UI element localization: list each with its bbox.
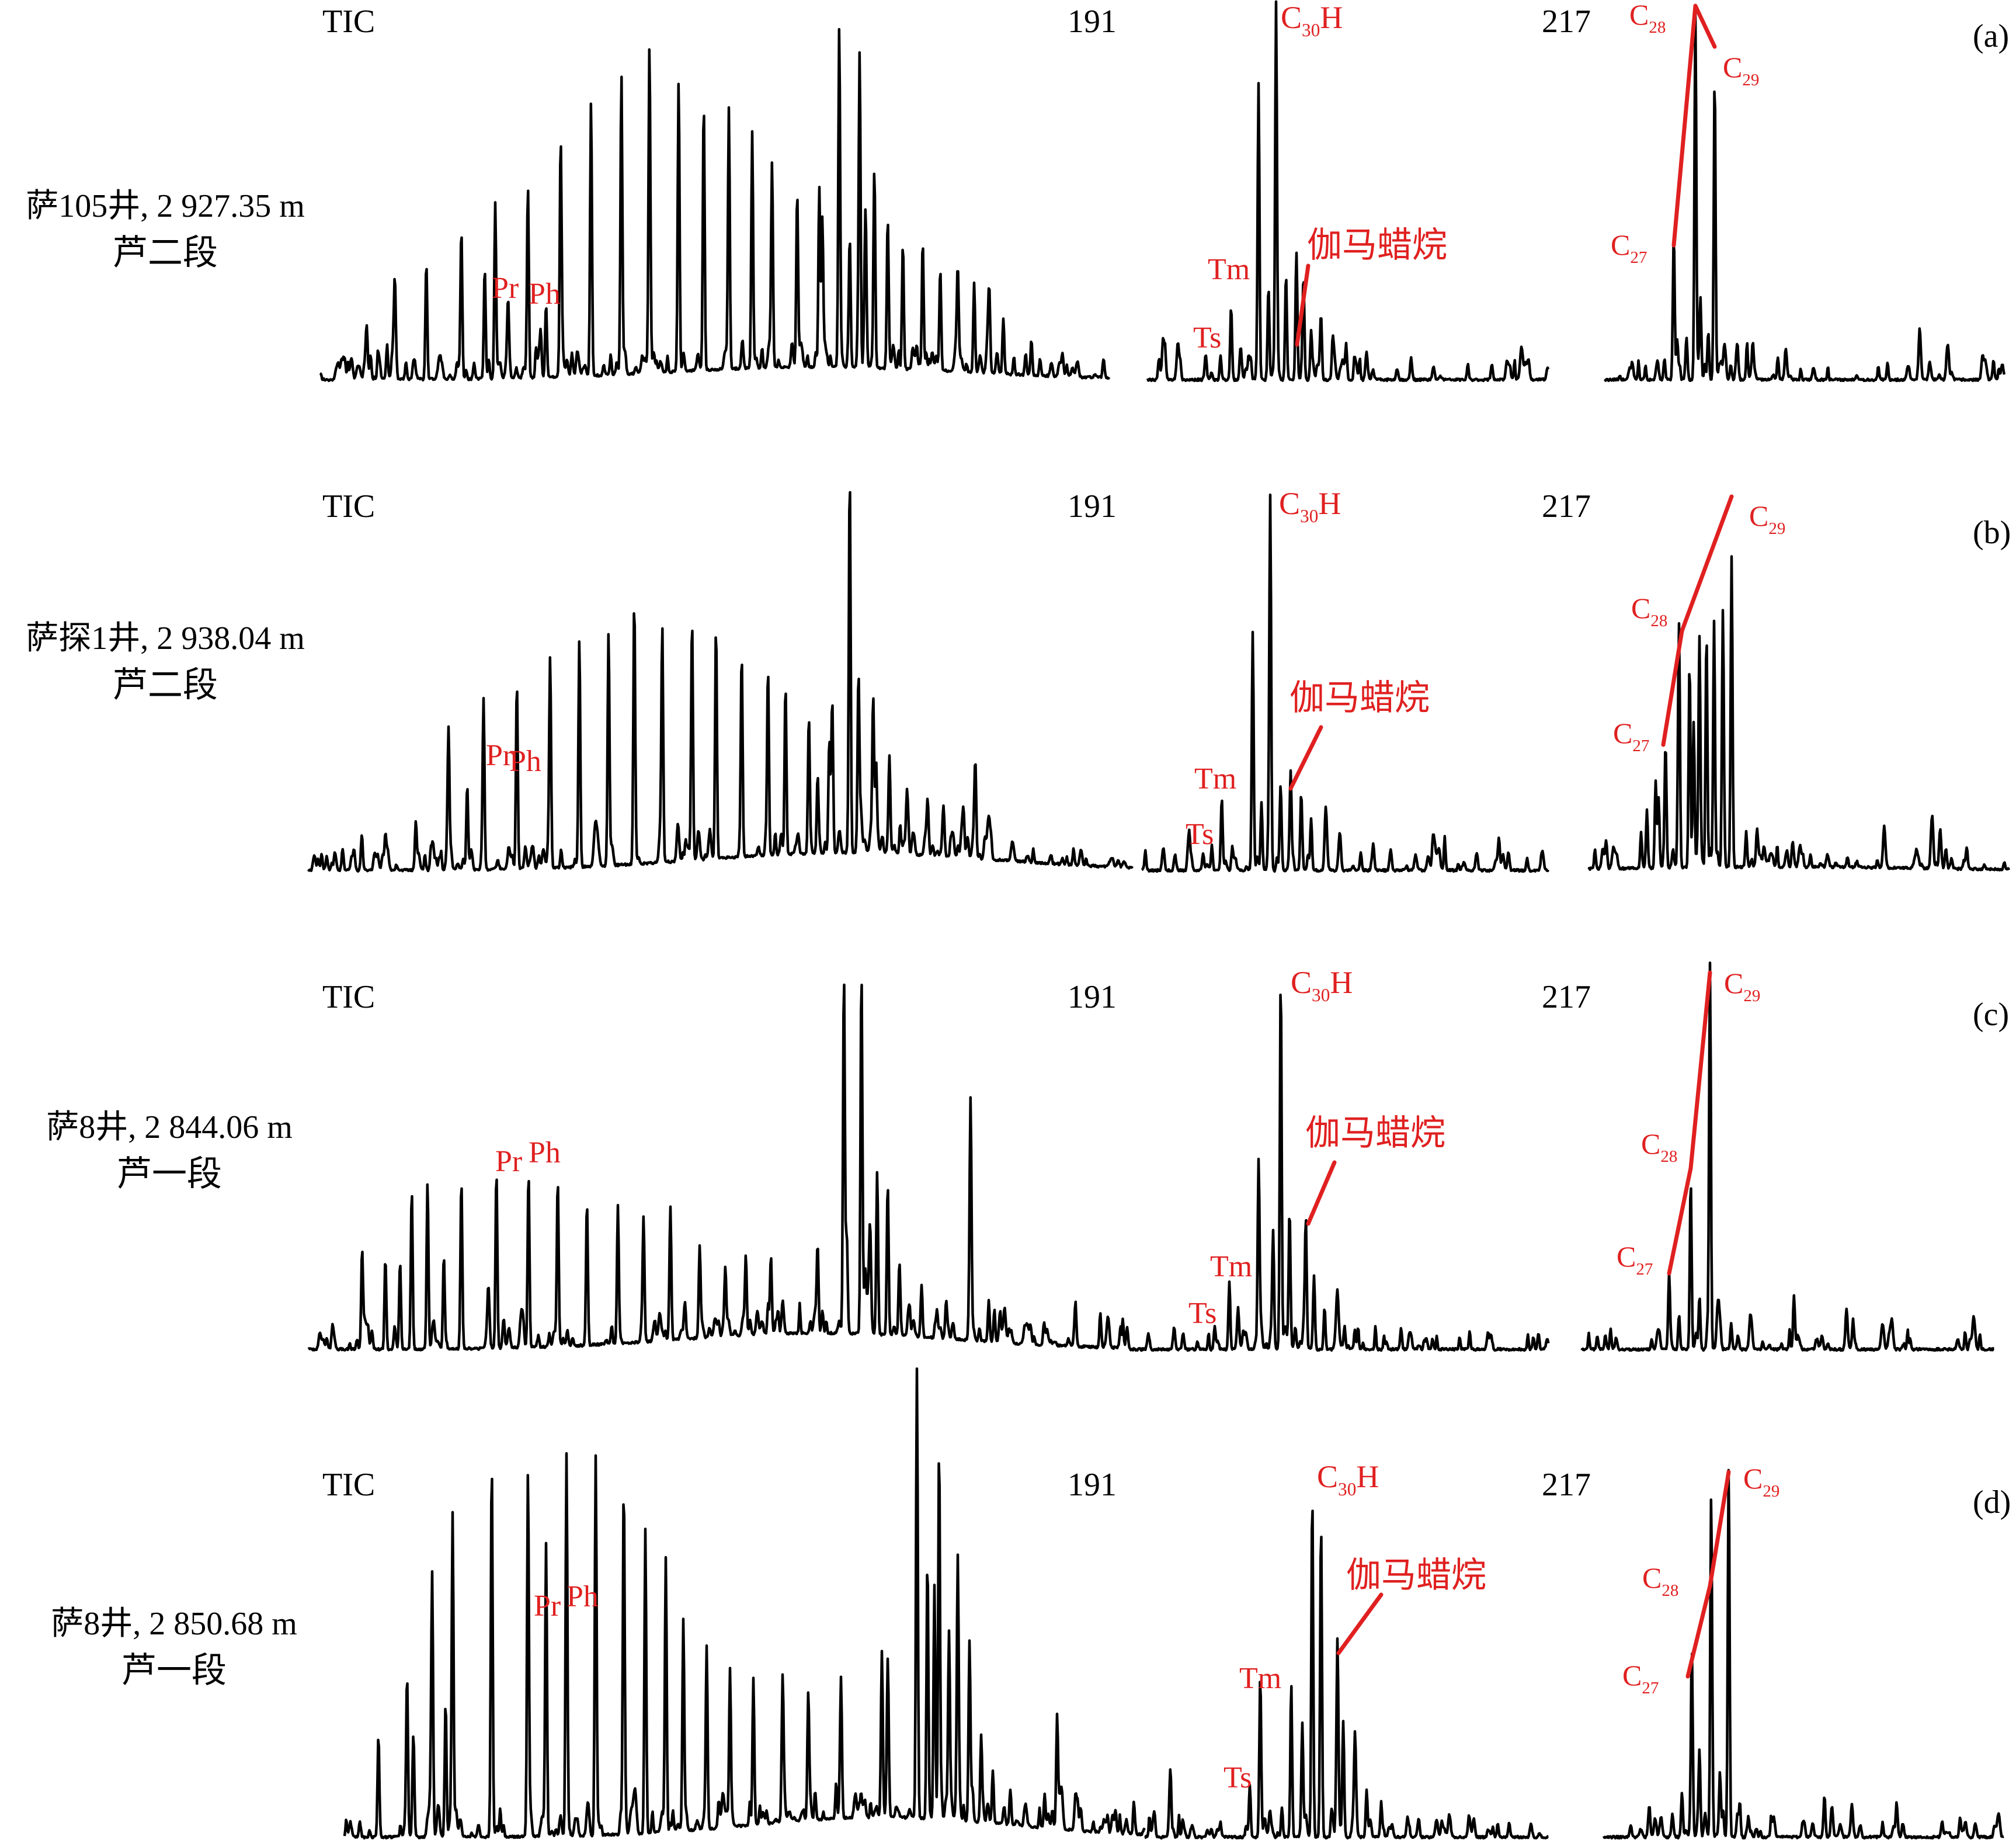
ph-label: Ph: [566, 1580, 599, 1613]
member-label: 芦二段: [113, 666, 218, 704]
mz217-trace: [1604, 10, 2006, 383]
ph-label: Ph: [529, 1136, 561, 1169]
c27-label: C27: [1611, 228, 1647, 267]
c29-label: C29: [1724, 967, 1760, 1005]
gammacerane-label: 伽马蜡烷: [1289, 679, 1430, 717]
sterane-line-c28-c29: [1688, 970, 1712, 1171]
tm-label: Tm: [1210, 1250, 1252, 1283]
mz191-trace: [1146, 0, 1550, 383]
sterane-line-c27-c28: [1661, 629, 1684, 747]
mz191-trace: [1120, 994, 1550, 1352]
c28-label: C28: [1629, 0, 1666, 37]
tic-label: TIC: [322, 1467, 375, 1503]
mz217-label: 217: [1542, 1467, 1591, 1503]
gammacerane-label: 伽马蜡烷: [1346, 1556, 1486, 1595]
sterane-line-c28-c29: [1708, 1470, 1731, 1588]
c29-label: C29: [1749, 499, 1785, 538]
mz191-trace: [1141, 493, 1550, 873]
mz191-label: 191: [1068, 488, 1117, 525]
ts-label: Ts: [1193, 321, 1221, 355]
mz191-label: 191: [1068, 1467, 1117, 1503]
tic-trace: [307, 983, 1122, 1352]
sterane-line-c28-c29: [1693, 4, 1717, 49]
gammacerane-label: 伽马蜡烷: [1307, 226, 1447, 265]
sample-label-a: 萨105井, 2 927.35 m 芦二段: [0, 186, 331, 275]
tic-label: TIC: [322, 4, 375, 40]
c27-label: C27: [1622, 1659, 1659, 1697]
c27-label: C27: [1613, 717, 1649, 755]
gammacerane-pointer: [1306, 1160, 1337, 1226]
c30h-label: C30H: [1291, 965, 1353, 1005]
sterane-line-c27-c28: [1671, 4, 1698, 248]
c30h-label: C30H: [1279, 486, 1341, 526]
sterane-line-c28-c29: [1680, 494, 1734, 633]
c28-label: C28: [1641, 1127, 1677, 1166]
c30h-label: C30H: [1317, 1459, 1379, 1499]
sample-label-b: 萨探1井, 2 938.04 m 芦二段: [0, 618, 331, 707]
well-depth-label: 萨105井, 2 927.35 m: [26, 188, 305, 224]
panel-d: TIC 191 217 (d) Pr Ph C30H Tm Ts 伽马蜡烷 C27 C28 C29: [322, 1367, 2011, 1840]
sample-label-d: 萨8井, 2 850.68 m 芦一段: [22, 1603, 326, 1693]
well-depth-label: 萨8井, 2 844.06 m: [46, 1109, 293, 1145]
sample-label-c: 萨8井, 2 844.06 m 芦一段: [18, 1107, 321, 1196]
sterane-line-c27-c28: [1667, 1166, 1693, 1276]
mz191-label: 191: [1068, 979, 1117, 1015]
c30h-label: C30H: [1281, 0, 1343, 40]
ts-label: Ts: [1188, 1297, 1216, 1330]
panel-c: TIC 191 217 (c) Pr Ph C30H Tm Ts 伽马蜡烷 C27 C28 C29: [307, 961, 2009, 1352]
ph-label: Ph: [509, 745, 541, 778]
panel-label: (b): [1973, 515, 2011, 551]
c29-label: C29: [1743, 1462, 1779, 1501]
tic-trace: [343, 1367, 1146, 1840]
panel-a: TIC 191 217 (a) Pr Ph C30H Tm Ts 伽马蜡烷 C27 C28 C29: [319, 0, 2009, 383]
tm-label: Tm: [1239, 1662, 1281, 1695]
pr-label: Pr: [495, 1145, 522, 1178]
tm-label: Tm: [1194, 762, 1236, 796]
tm-label: Tm: [1208, 253, 1250, 286]
member-label: 芦一段: [121, 1651, 227, 1690]
pr-label: Pr: [492, 272, 519, 305]
tic-trace: [319, 27, 1111, 383]
c27-label: C27: [1617, 1240, 1653, 1279]
c29-label: C29: [1723, 51, 1759, 89]
mz217-trace: [1587, 555, 2011, 872]
gammacerane-pointer: [1288, 725, 1323, 791]
pr-label: Pr: [534, 1589, 561, 1623]
panel-label: (a): [1973, 18, 2009, 54]
mz191-trace: [1144, 1509, 1549, 1840]
member-label: 芦一段: [117, 1155, 222, 1193]
pr-label: Pr: [486, 739, 513, 772]
gammacerane-pointer: [1295, 263, 1311, 347]
c28-label: C28: [1631, 592, 1667, 630]
mz217-trace: [1603, 1468, 2005, 1840]
well-depth-label: 萨探1井, 2 938.04 m: [26, 620, 305, 657]
ts-label: Ts: [1223, 1761, 1252, 1794]
gammacerane-pointer: [1336, 1592, 1384, 1655]
well-depth-label: 萨8井, 2 850.68 m: [51, 1606, 297, 1642]
ph-label: Ph: [529, 277, 561, 311]
tic-label: TIC: [322, 979, 375, 1015]
sterane-line-c27-c28: [1685, 1584, 1712, 1679]
mz217-label: 217: [1542, 488, 1591, 525]
panel-label: (c): [1973, 997, 2009, 1033]
mz191-label: 191: [1068, 4, 1117, 40]
tic-label: TIC: [322, 488, 375, 525]
c28-label: C28: [1642, 1561, 1678, 1600]
gammacerane-label: 伽马蜡烷: [1305, 1114, 1445, 1152]
member-label: 芦二段: [113, 234, 218, 272]
panel-label: (d): [1973, 1484, 2011, 1520]
ts-label: Ts: [1186, 818, 1214, 851]
mz217-label: 217: [1542, 4, 1591, 40]
mz217-label: 217: [1542, 979, 1591, 1015]
mz217-trace: [1580, 961, 1995, 1352]
tic-trace: [307, 491, 1134, 873]
